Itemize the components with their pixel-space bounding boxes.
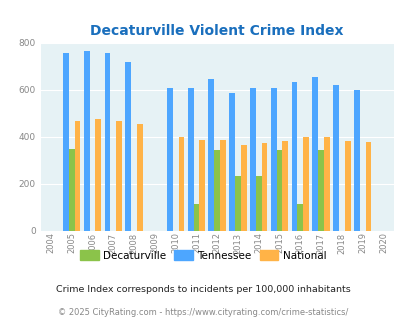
Bar	[199, 140, 205, 231]
Bar	[166, 87, 172, 231]
Bar	[214, 150, 220, 231]
Bar	[234, 177, 240, 231]
Bar	[125, 62, 131, 231]
Text: © 2025 CityRating.com - https://www.cityrating.com/crime-statistics/: © 2025 CityRating.com - https://www.city…	[58, 308, 347, 317]
Bar	[249, 88, 255, 231]
Bar	[95, 119, 101, 231]
Bar	[270, 87, 276, 231]
Bar	[303, 137, 308, 231]
Legend: Decaturville, Tennessee, National: Decaturville, Tennessee, National	[75, 246, 330, 265]
Bar	[240, 145, 246, 231]
Bar	[323, 137, 329, 231]
Bar	[63, 53, 69, 231]
Bar	[187, 88, 193, 231]
Bar	[255, 177, 261, 231]
Bar	[344, 141, 350, 231]
Bar	[291, 82, 297, 231]
Bar	[318, 150, 323, 231]
Bar	[193, 204, 199, 231]
Bar	[261, 143, 267, 231]
Bar	[311, 77, 318, 231]
Bar	[364, 142, 371, 231]
Bar	[75, 121, 80, 231]
Bar	[104, 53, 110, 231]
Bar	[353, 90, 359, 231]
Title: Decaturville Violent Crime Index: Decaturville Violent Crime Index	[90, 23, 343, 38]
Bar	[220, 140, 225, 231]
Bar	[83, 51, 90, 231]
Bar	[229, 93, 234, 231]
Bar	[333, 85, 338, 231]
Bar	[276, 150, 282, 231]
Bar	[178, 137, 184, 231]
Bar	[297, 204, 303, 231]
Bar	[116, 121, 122, 231]
Bar	[69, 149, 75, 231]
Bar	[208, 79, 214, 231]
Bar	[136, 123, 143, 231]
Bar	[282, 142, 288, 231]
Text: Crime Index corresponds to incidents per 100,000 inhabitants: Crime Index corresponds to incidents per…	[55, 285, 350, 294]
